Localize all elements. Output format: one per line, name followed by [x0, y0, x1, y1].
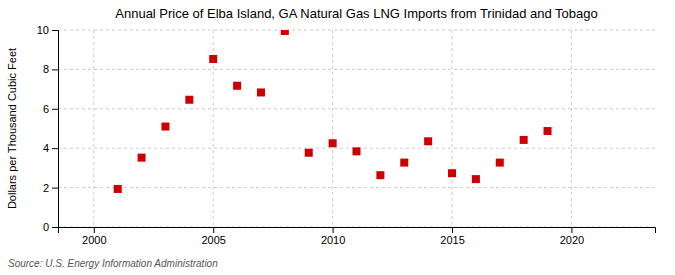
point [138, 154, 146, 162]
y-tick-mark [52, 109, 58, 110]
point [544, 127, 552, 135]
point [329, 139, 337, 147]
point [353, 147, 361, 155]
y-grid-line [58, 69, 655, 70]
y-tick-mark [52, 69, 58, 70]
title: Annual Price of Elba Island, GA Natural … [115, 6, 597, 21]
point [496, 159, 504, 167]
x-tick: 2000 [82, 227, 106, 246]
point [161, 123, 169, 131]
x-tick-mark [94, 227, 95, 233]
x-axis-line [59, 228, 656, 234]
y-tick: 8 [43, 63, 58, 75]
x-tick-mark [452, 227, 453, 233]
x-grid-line [452, 30, 453, 227]
x-tick-label: 2000 [82, 234, 106, 246]
x-tick-label: 2015 [440, 234, 464, 246]
x-tick: 2015 [440, 227, 464, 246]
point [448, 169, 456, 177]
y-grid-line [58, 108, 655, 109]
annotation: Source: U.S. Energy Information Administ… [8, 258, 218, 269]
x-tick-mark [213, 227, 214, 233]
x-tick-label: 2005 [201, 234, 225, 246]
y-tick-label: 8 [43, 63, 49, 75]
y-tick-label: 2 [43, 182, 49, 194]
plot-area: 2000 2005 2010 2015 2020 0 2 4 6 8 10 [37, 24, 656, 246]
y-axis-title: Dollars per Thousand Cubic Feet [6, 48, 18, 209]
y-grid-line [58, 187, 655, 188]
y-tick: 10 [37, 24, 58, 36]
y-axis-line [52, 31, 59, 228]
point [209, 55, 217, 63]
x-grid-line [93, 30, 94, 227]
page: {"chart_data": {"type": "scatter", "titl… [0, 0, 675, 275]
y-tick-mark [52, 227, 58, 228]
point [281, 30, 289, 35]
x-axis: 2000 2005 2010 2015 2020 [59, 227, 656, 246]
point [424, 137, 432, 145]
point [400, 159, 408, 167]
grid [58, 30, 655, 227]
x-tick: 2005 [201, 227, 225, 246]
y-tick-label: 6 [43, 103, 49, 115]
x-tick: 2010 [321, 227, 345, 246]
x-tick-mark [571, 227, 572, 233]
points [114, 30, 552, 193]
y-tick-label: 0 [43, 221, 49, 233]
point [472, 175, 480, 183]
y-axis: 0 2 4 6 8 10 [37, 24, 59, 233]
point [114, 185, 122, 193]
point [520, 136, 528, 144]
x-tick-label: 2010 [321, 234, 345, 246]
point [305, 149, 313, 157]
point [257, 88, 265, 96]
y-tick: 4 [43, 142, 58, 154]
point [185, 96, 193, 104]
y-tick-mark [52, 188, 58, 189]
x-grid-line [332, 30, 333, 227]
y-tick: 6 [43, 103, 58, 115]
y-tick: 2 [43, 182, 58, 194]
y-tick: 0 [43, 221, 58, 233]
y-tick-mark [52, 30, 58, 31]
chart: 2000 2005 2010 2015 2020 0 2 4 6 8 10 Annual Price … [0, 0, 675, 275]
point [376, 171, 384, 179]
y-tick-label: 10 [37, 24, 49, 36]
point [233, 82, 241, 90]
y-grid-line [58, 30, 655, 31]
y-tick-mark [52, 148, 58, 149]
x-tick-mark [333, 227, 334, 233]
x-grid-line [571, 30, 572, 227]
y-tick-label: 4 [43, 142, 49, 154]
x-tick-label: 2020 [560, 234, 584, 246]
x-tick: 2020 [560, 227, 584, 246]
